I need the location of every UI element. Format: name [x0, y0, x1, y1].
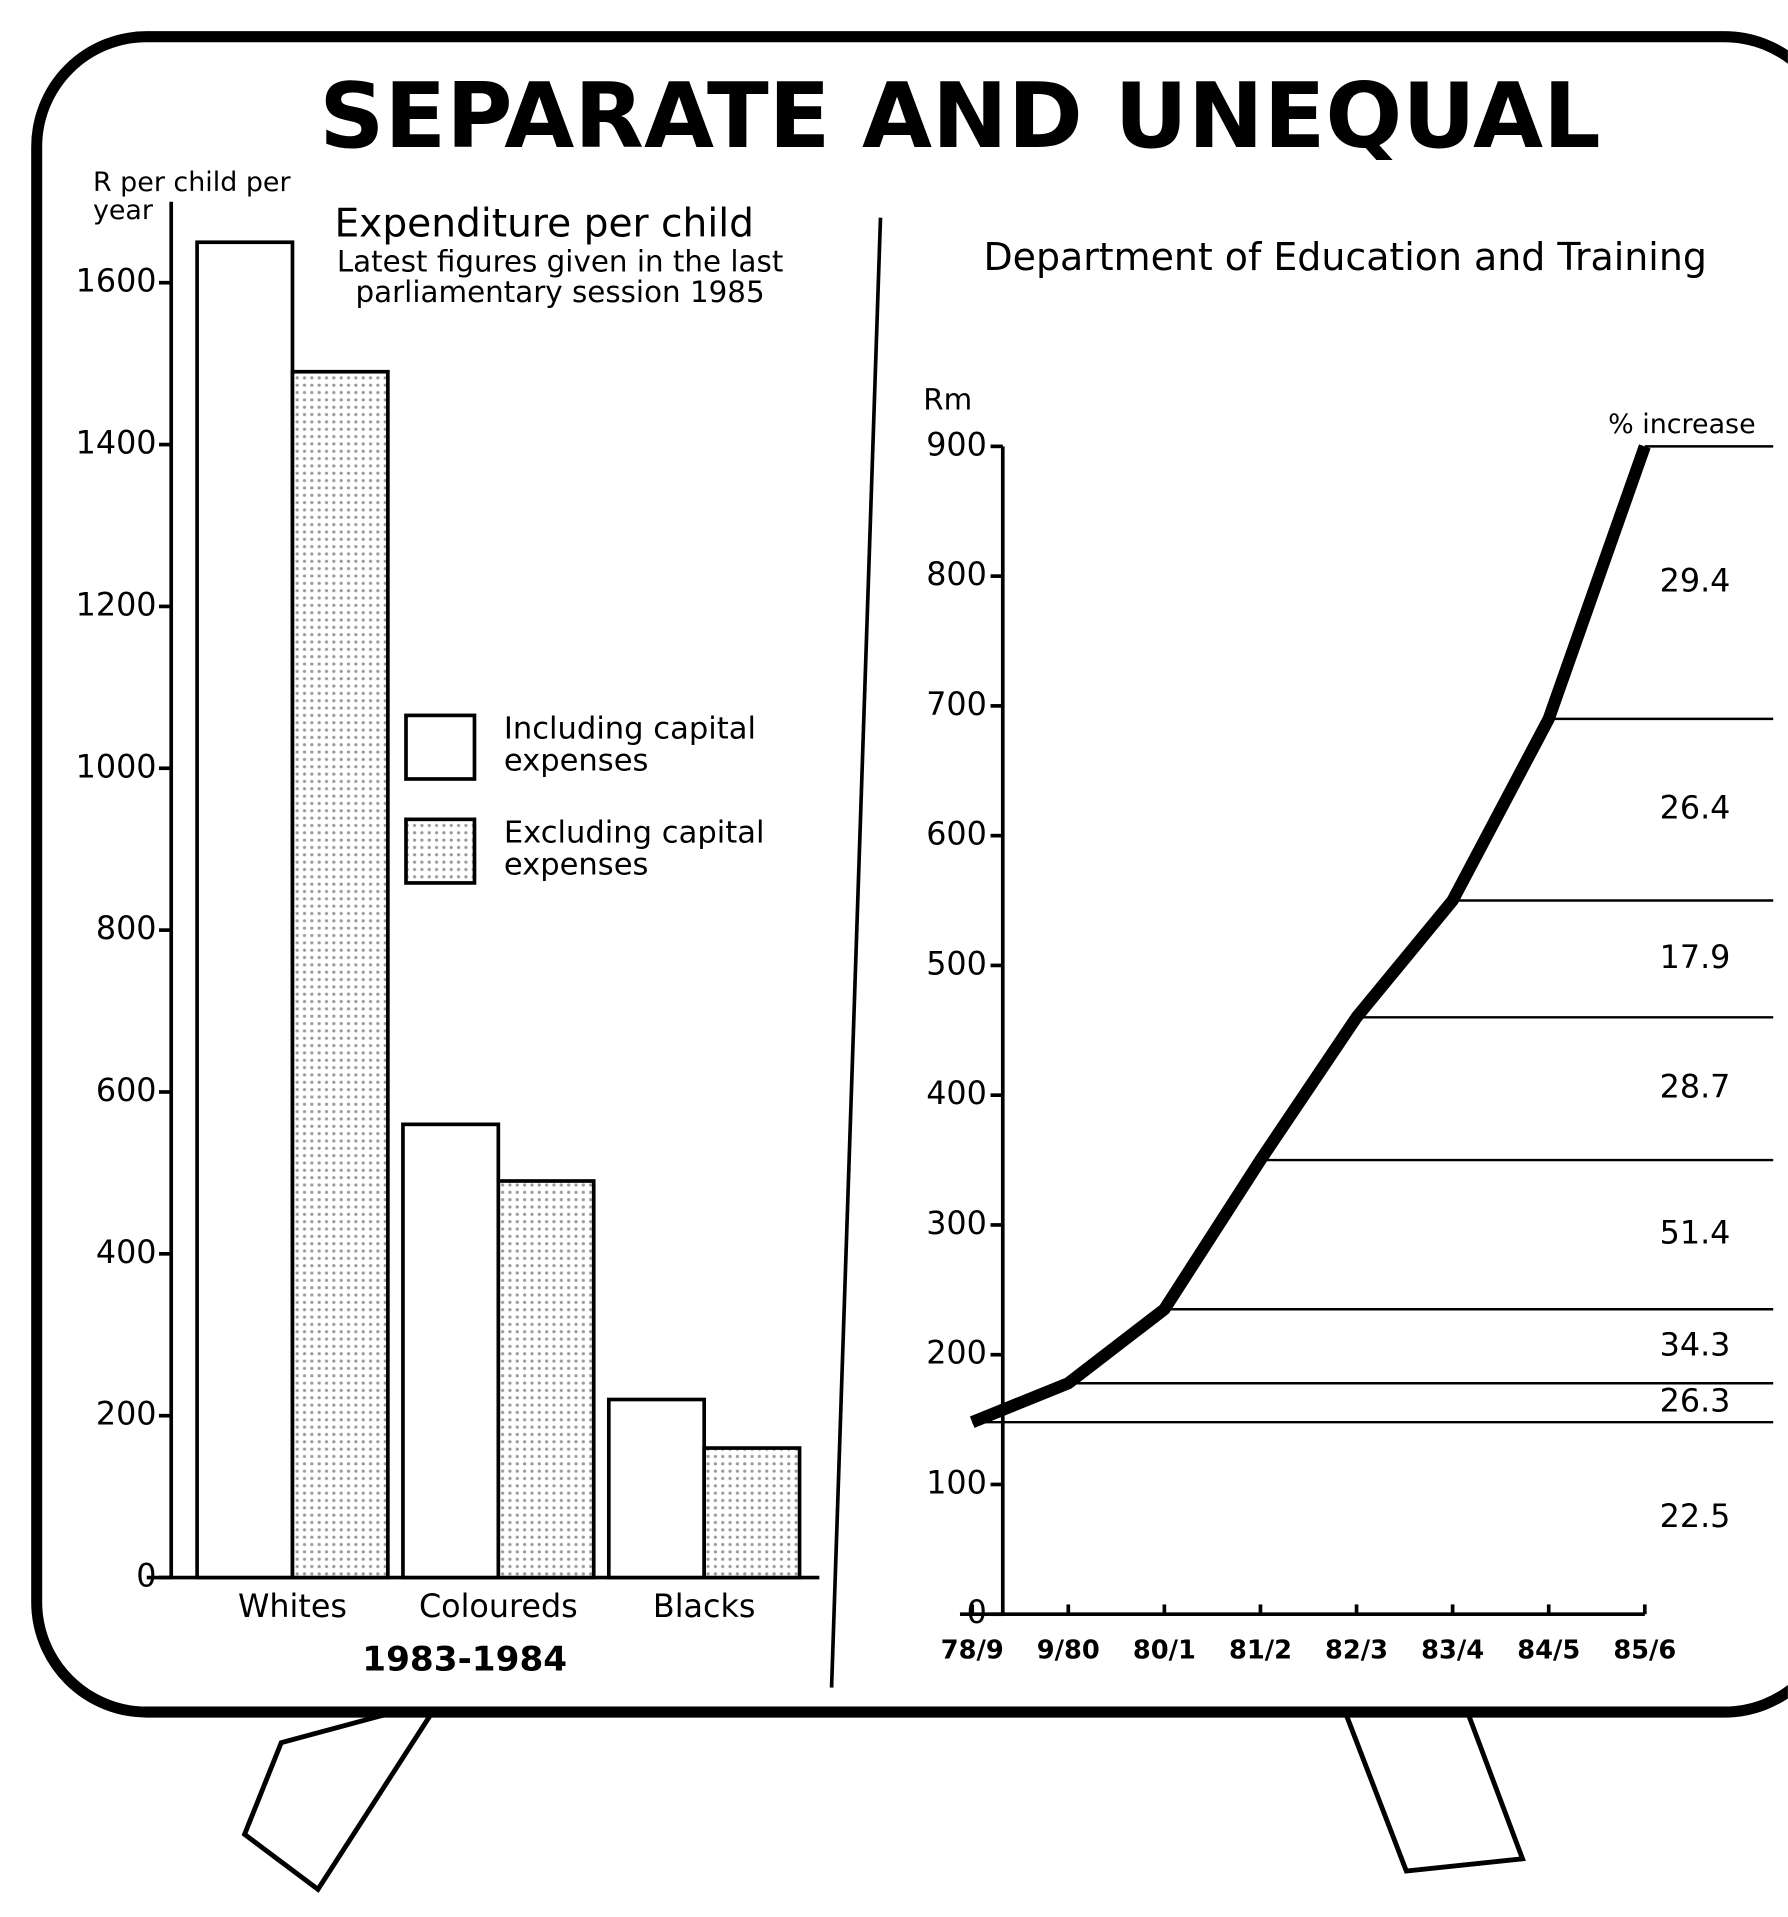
x-tick-label: Whites: [238, 1588, 347, 1625]
y-tick-label: 200: [926, 1335, 987, 1372]
y-tick-label: 1000: [76, 748, 157, 785]
legend-label: Including capital expenses: [504, 713, 810, 777]
y-tick-label: 200: [96, 1396, 157, 1433]
y-tick-label: 800: [96, 910, 157, 947]
y-tick-label: 1600: [76, 263, 157, 300]
chart: SEPARATE AND UNEQUAL Expenditure per chi…: [0, 0, 1788, 1917]
bar: [197, 242, 292, 1577]
y-tick-label: 800: [926, 556, 987, 593]
y-tick-label: 0: [136, 1558, 156, 1595]
y-tick-label: 100: [926, 1464, 987, 1501]
x-tick-label: Coloureds: [419, 1588, 578, 1625]
page-title: SEPARATE AND UNEQUAL: [319, 64, 1600, 169]
legend-swatch: [406, 715, 474, 779]
increase-label: 28.7: [1660, 1069, 1731, 1106]
y-tick-label: 1200: [76, 586, 157, 623]
y-tick-label: 900: [926, 426, 987, 463]
y-axis-label: Rm: [923, 385, 972, 416]
y-tick-label: 500: [926, 945, 987, 982]
y-tick-label: 600: [96, 1072, 157, 1109]
y-tick-label: 300: [926, 1205, 987, 1242]
page: SEPARATE AND UNEQUAL Expenditure per chi…: [0, 0, 1788, 1917]
x-tick-label: 80/1: [1133, 1635, 1196, 1665]
bar: [609, 1400, 704, 1578]
chart-title: Expenditure per child: [334, 202, 753, 247]
increase-label: 51.4: [1660, 1215, 1731, 1252]
x-tick-label: 84/5: [1517, 1635, 1580, 1665]
easel-leg: [1345, 1712, 1522, 1871]
board-scaled: SEPARATE AND UNEQUAL Expenditure per chi…: [0, 0, 1788, 1917]
increase-label: 26.4: [1660, 790, 1731, 827]
bar: [292, 372, 387, 1578]
x-tick-label: 78/9: [941, 1635, 1004, 1665]
increase-label: 17.9: [1660, 939, 1731, 976]
x-tick-label: 83/4: [1421, 1635, 1484, 1665]
y-tick-label: 400: [96, 1234, 157, 1271]
y-tick-label: 400: [926, 1075, 987, 1112]
chart-title: Department of Education and Training: [983, 235, 1706, 279]
x-tick-label: 9/80: [1037, 1635, 1100, 1665]
chart-subtitle: Latest figures given in the last parliam…: [316, 247, 805, 309]
y-tick-label: 600: [926, 816, 987, 853]
y-tick-label: 700: [926, 686, 987, 723]
y-tick-label: 1400: [76, 425, 157, 462]
x-axis-label: 1983-1984: [342, 1641, 587, 1677]
bar: [403, 1124, 498, 1577]
bar: [498, 1181, 593, 1578]
legend-swatch: [406, 819, 474, 883]
easel-leg: [245, 1700, 441, 1890]
legend-label: Excluding capital expenses: [504, 817, 810, 881]
bar: [704, 1448, 799, 1577]
x-tick-label: 82/3: [1325, 1635, 1388, 1665]
increase-label: 26.3: [1660, 1383, 1731, 1420]
increase-title: % increase: [1608, 411, 1756, 439]
increase-label: 22.5: [1660, 1498, 1731, 1535]
increase-label: 29.4: [1660, 563, 1731, 600]
y-tick-label: 0: [967, 1594, 987, 1631]
y-axis-label: R per child per year: [93, 169, 313, 225]
x-tick-label: 85/6: [1613, 1635, 1676, 1665]
x-tick-label: Blacks: [653, 1588, 756, 1625]
increase-label: 34.3: [1660, 1326, 1731, 1363]
x-tick-label: 81/2: [1229, 1635, 1292, 1665]
